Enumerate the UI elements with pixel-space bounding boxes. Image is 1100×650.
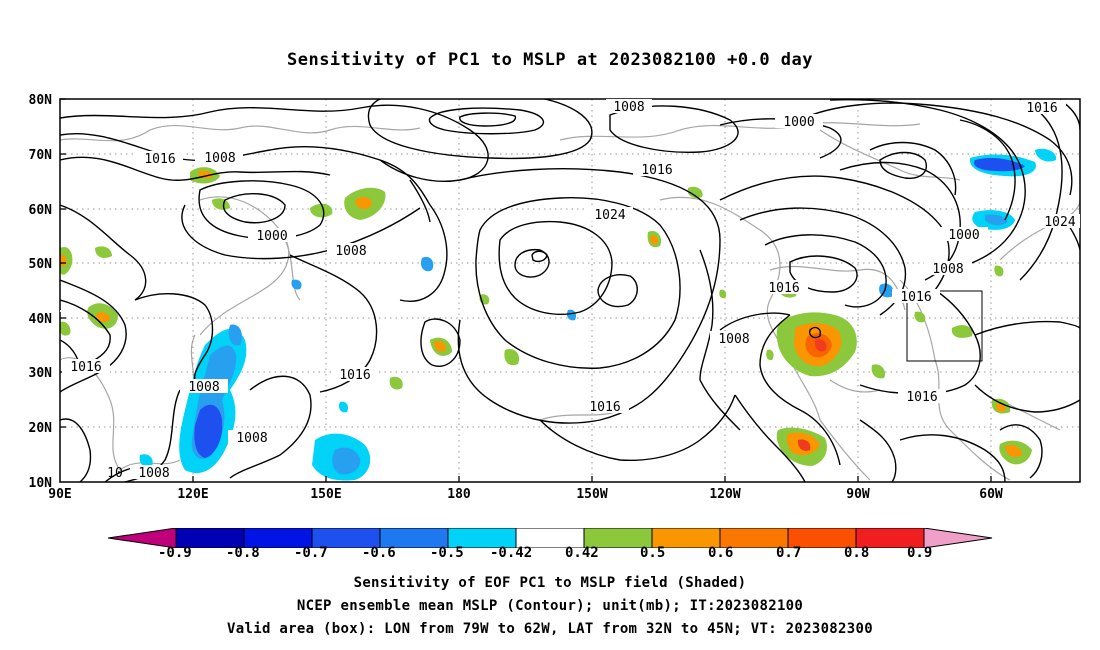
caption-line-2: NCEP ensemble mean MSLP (Contour); unit(…	[296, 598, 804, 614]
contour-label: 1016	[1026, 101, 1057, 116]
lat-label: 60N	[29, 203, 53, 218]
contour-label: 1024	[594, 208, 625, 223]
contour-label: 1016	[70, 360, 101, 375]
lon-label: 90E	[48, 487, 71, 502]
lat-label: 40N	[29, 312, 53, 327]
colorbar	[108, 528, 993, 548]
caption-line-3: Valid area (box): LON from 79W to 62W, L…	[227, 621, 873, 637]
axis-ticks	[60, 98, 992, 482]
map-title: Sensitivity of PC1 to MSLP at 2023082100…	[286, 50, 813, 70]
colorbar-tick-label: 0.42	[565, 545, 599, 561]
contour-label: 1008	[613, 100, 644, 115]
contour-label: 1008	[932, 262, 963, 277]
colorbar-tick-label: -0.7	[294, 545, 328, 561]
colorbar-tick-label: -0.6	[362, 545, 396, 561]
lat-label: 80N	[29, 93, 53, 108]
colorbar-tick-label: -0.9	[158, 545, 192, 561]
contour-label: 1016	[339, 368, 370, 383]
contour-label-1008-north: 1008	[606, 99, 652, 115]
contour-label: 1016	[641, 163, 672, 178]
lon-label: 120W	[709, 487, 740, 502]
positive-sensitivity-shading	[60, 167, 1032, 466]
colorbar-tick-label: -0.5	[430, 545, 464, 561]
lon-label: 180	[447, 487, 471, 502]
lat-label: 10N	[29, 476, 53, 491]
colorbar-high-triangle	[923, 528, 993, 548]
colorbar-tick-label: -0.42	[490, 545, 533, 561]
colorbar-tick-label: 0.9	[907, 545, 933, 561]
colorbar-tick-label: 0.7	[776, 545, 802, 561]
contour-label: 1016	[144, 152, 175, 167]
contour-label: 1000	[783, 115, 814, 130]
lat-label: 20N	[29, 421, 53, 436]
contour-label: 1008	[335, 244, 366, 259]
lon-label: 150E	[310, 487, 341, 502]
contour-label: 1016	[906, 390, 937, 405]
lat-label: 30N	[29, 366, 53, 381]
contour-label: 1016	[589, 400, 620, 415]
colorbar-tick-label: 0.6	[708, 545, 734, 561]
contour-label: 1000	[256, 229, 287, 244]
lon-label: 60W	[979, 487, 1003, 502]
mslp-contours	[60, 99, 1080, 482]
contour-label: 1008	[236, 431, 267, 446]
contour-label: 1008	[718, 332, 749, 347]
colorbar-tick-label: 0.5	[640, 545, 666, 561]
lon-label: 150W	[576, 487, 607, 502]
colorbar-tick-label: -0.8	[226, 545, 260, 561]
contour-label: 1000	[948, 228, 979, 243]
svg-text:10: 10	[107, 466, 123, 481]
contour-label: 1008	[188, 380, 219, 395]
lon-label: 120E	[177, 487, 208, 502]
contour-label: 1016	[900, 290, 931, 305]
lat-label: 70N	[29, 148, 53, 163]
colorbar-tick-label: 0.8	[844, 545, 870, 561]
contour-label: 1008	[204, 151, 235, 166]
lat-label: 50N	[29, 257, 53, 272]
valid-area-box	[906, 290, 983, 362]
coastlines	[60, 122, 1080, 481]
plot-frame	[59, 98, 1081, 483]
contour-label: 1024	[1044, 215, 1075, 230]
contour-label: 1016	[768, 281, 799, 296]
lon-label: 90W	[846, 487, 870, 502]
contour-label: 1008	[138, 466, 169, 481]
caption-line-1: Sensitivity of EOF PC1 to MSLP field (Sh…	[353, 575, 747, 591]
